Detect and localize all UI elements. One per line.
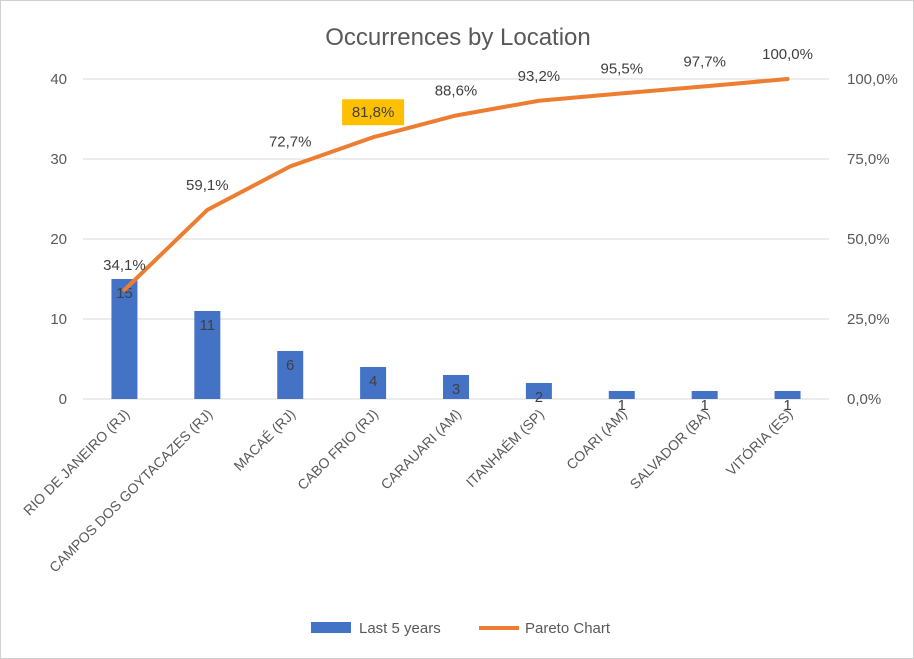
left-axis-tick-label: 0 <box>59 391 67 408</box>
x-axis-category-labels: RIO DE JANEIRO (RJ)CAMPOS DOS GOYTACAZES… <box>20 406 796 576</box>
bar-value-label: 1 <box>618 397 626 414</box>
pareto-value-label: 59,1% <box>186 177 229 194</box>
right-axis-tick-label: 0,0% <box>847 391 881 408</box>
bar <box>111 279 138 399</box>
bar <box>525 383 552 399</box>
pareto-value-label: 72,7% <box>269 133 312 150</box>
bar <box>277 351 304 399</box>
right-axis-tick-label: 25,0% <box>847 311 890 328</box>
bar-value-label: 15 <box>116 285 133 302</box>
bar-value-label: 1 <box>783 397 791 414</box>
bar-value-label: 2 <box>535 389 543 406</box>
pareto-value-label: 100,0% <box>762 46 813 63</box>
left-axis-tick-label: 30 <box>50 151 67 168</box>
bar-value-label: 6 <box>286 357 294 374</box>
chart-title: Occurrences by Location <box>325 24 590 51</box>
right-axis-tick-label: 50,0% <box>847 231 890 248</box>
highlight-box <box>342 99 405 126</box>
bar <box>194 311 221 399</box>
left-axis-tick-label: 20 <box>50 231 67 248</box>
bar <box>774 391 801 399</box>
category-label: VITÓRIA (ES) <box>723 406 796 479</box>
right-y-axis: 0,0% 25,0% 50,0% 75,0% 100,0% <box>847 71 898 408</box>
category-label: CAMPOS DOS GOYTACAZES (RJ) <box>46 406 216 576</box>
left-axis-tick-label: 10 <box>50 311 67 328</box>
legend-swatch-bars <box>311 622 351 633</box>
bar-value-label: 1 <box>700 397 708 414</box>
legend-label-bars: Last 5 years <box>359 620 441 637</box>
category-label: COARI (AM) <box>563 406 630 473</box>
bar-value-label: 4 <box>369 373 377 390</box>
left-axis-tick-label: 40 <box>50 71 67 88</box>
right-axis-tick-label: 75,0% <box>847 151 890 168</box>
bar-value-label: 11 <box>200 317 216 334</box>
bar <box>360 367 387 399</box>
bar <box>691 391 718 399</box>
pareto-value-labels: 34,1% 59,1% 72,7% 81,8% 88,6% 93,2% 95,5% 97,7%… <box>103 46 813 274</box>
pareto-value-label: 93,2% <box>518 68 561 85</box>
pareto-value-label: 81,8% <box>352 104 395 121</box>
legend: Last 5 years Pareto Chart <box>311 620 611 637</box>
pareto-value-label: 34,1% <box>103 257 146 274</box>
bar-value-label: 3 <box>452 381 460 398</box>
pareto-line <box>122 77 790 292</box>
left-y-axis: 0 10 20 30 40 <box>50 71 67 408</box>
pareto-line-series <box>122 77 790 292</box>
right-axis-tick-label: 100,0% <box>847 71 898 88</box>
bar <box>608 391 635 399</box>
category-label: ITANHAÉM (SP) <box>463 406 547 490</box>
category-label: SALVADOR (BA) <box>626 406 712 492</box>
bar-series <box>111 279 801 399</box>
pareto-value-label: 95,5% <box>601 60 644 77</box>
pareto-value-label: 88,6% <box>435 82 478 99</box>
legend-label-line: Pareto Chart <box>525 620 611 637</box>
bar <box>443 375 469 399</box>
category-label: MACAÉ (RJ) <box>230 406 298 474</box>
category-label: CARAUARI (AM) <box>377 406 464 493</box>
category-label: CABO FRIO (RJ) <box>294 406 381 493</box>
pareto-value-label: 97,7% <box>683 53 726 70</box>
